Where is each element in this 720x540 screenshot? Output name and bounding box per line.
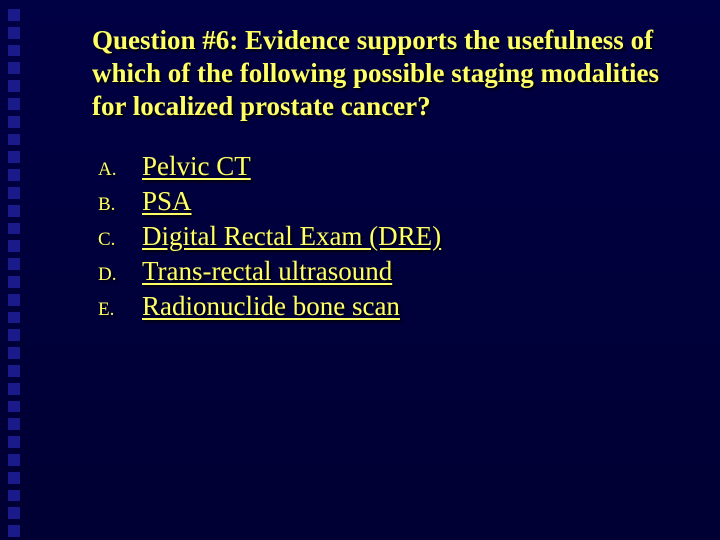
- deco-square: [8, 98, 20, 110]
- option-letter: C.: [98, 229, 142, 251]
- deco-square: [8, 62, 20, 74]
- deco-square: [8, 9, 20, 21]
- deco-square: [8, 383, 20, 395]
- deco-square: [8, 294, 20, 306]
- deco-square: [8, 116, 20, 128]
- deco-square: [8, 525, 20, 537]
- option-letter: A.: [98, 159, 142, 181]
- option-letter: D.: [98, 264, 142, 286]
- deco-square: [8, 490, 20, 502]
- option-text: Trans-rectal ultrasound: [142, 256, 392, 287]
- deco-square: [8, 80, 20, 92]
- option-letter: B.: [98, 194, 142, 216]
- deco-square: [8, 401, 20, 413]
- slide-content: Question #6: Evidence supports the usefu…: [92, 24, 692, 326]
- option-text: Digital Rectal Exam (DRE): [142, 221, 441, 252]
- deco-square: [8, 134, 20, 146]
- deco-square: [8, 187, 20, 199]
- option-row: E. Radionuclide bone scan: [98, 291, 692, 322]
- deco-square: [8, 205, 20, 217]
- deco-square: [8, 365, 20, 377]
- deco-square: [8, 418, 20, 430]
- deco-square: [8, 507, 20, 519]
- deco-square: [8, 223, 20, 235]
- deco-square: [8, 454, 20, 466]
- deco-square: [8, 45, 20, 57]
- deco-square: [8, 347, 20, 359]
- option-row: D. Trans-rectal ultrasound: [98, 256, 692, 287]
- deco-square: [8, 169, 20, 181]
- option-row: A. Pelvic CT: [98, 151, 692, 182]
- deco-square: [8, 436, 20, 448]
- decorative-square-column: [0, 0, 28, 540]
- deco-square: [8, 240, 20, 252]
- options-list: A. Pelvic CT B. PSA C. Digital Rectal Ex…: [98, 151, 692, 322]
- deco-square: [8, 276, 20, 288]
- deco-square: [8, 472, 20, 484]
- question-title: Question #6: Evidence supports the usefu…: [92, 24, 692, 123]
- option-letter: E.: [98, 299, 142, 321]
- deco-square: [8, 27, 20, 39]
- option-text: Radionuclide bone scan: [142, 291, 400, 322]
- option-text: PSA: [142, 186, 192, 217]
- option-text: Pelvic CT: [142, 151, 251, 182]
- option-row: C. Digital Rectal Exam (DRE): [98, 221, 692, 252]
- option-row: B. PSA: [98, 186, 692, 217]
- deco-square: [8, 312, 20, 324]
- deco-square: [8, 258, 20, 270]
- deco-square: [8, 151, 20, 163]
- deco-square: [8, 329, 20, 341]
